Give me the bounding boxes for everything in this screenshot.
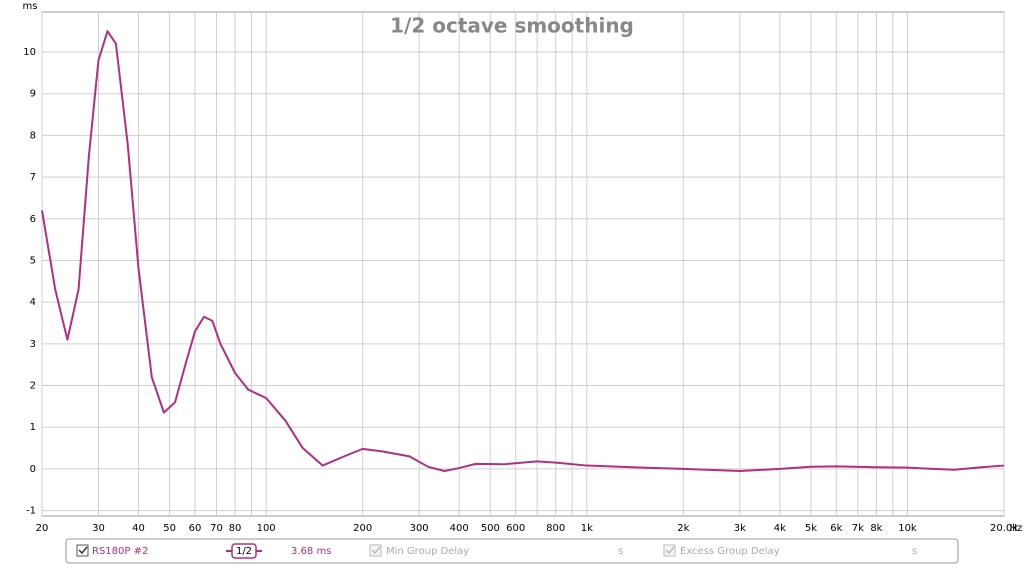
x-tick-label: 4k — [774, 523, 786, 534]
legend-entry[interactable]: RS180P #2 — [92, 546, 148, 557]
x-tick-label: 40 — [132, 523, 145, 534]
x-tick-label: 10k — [898, 523, 917, 534]
unit: s — [912, 546, 917, 557]
plot-frame — [41, 11, 1005, 517]
y-tick-label: 10 — [23, 47, 36, 58]
smoothing-label: 1/2 — [236, 546, 252, 557]
lines — [41, 30, 1005, 472]
x-tick-label: 5k — [805, 523, 817, 534]
y-tick-label: 8 — [30, 130, 36, 141]
x-tick-label: 60 — [189, 523, 202, 534]
x-tick-label: 2k — [677, 523, 689, 534]
legend-entry[interactable]: Excess Group Delay — [680, 546, 780, 557]
y-tick-label: 2 — [30, 381, 36, 392]
checkbox[interactable] — [663, 544, 676, 557]
check — [78, 546, 88, 555]
smoothing-box[interactable] — [231, 543, 257, 559]
y-tick-label: 9 — [30, 89, 36, 100]
x-tick-label: 400 — [450, 523, 469, 534]
chart-title: 1/2 octave smoothing — [390, 14, 634, 38]
value-readout: 3.68 ms — [291, 546, 331, 557]
x-tick-label: 80 — [229, 523, 242, 534]
checkbox[interactable] — [369, 544, 382, 557]
y-tick-label: 7 — [30, 172, 36, 183]
check — [371, 546, 381, 555]
x-tick-label: 30 — [92, 523, 105, 534]
check — [665, 546, 675, 555]
legend-entry[interactable]: Min Group Delay — [386, 546, 469, 557]
x-tick-label: 200 — [353, 523, 372, 534]
unit: s — [618, 546, 623, 557]
legend-bar — [65, 538, 959, 564]
x-tick-label: 3k — [734, 523, 746, 534]
grid — [41, 12, 1005, 516]
x-tick-label: 6k — [830, 523, 842, 534]
x-tick-label: 7k — [852, 523, 864, 534]
y-tick-label: 3 — [30, 339, 36, 350]
checkbox[interactable] — [76, 544, 89, 557]
y-tick-label: -1 — [26, 506, 36, 517]
x-tick-label: 1k — [581, 523, 593, 534]
x-tick-label: 100 — [257, 523, 276, 534]
x-tick-label: 70 — [210, 523, 223, 534]
x-tick-label: 800 — [546, 523, 565, 534]
x-tick-label: 20.0k — [990, 523, 1018, 534]
x-tick-label: 300 — [410, 523, 429, 534]
x-tick-label: 600 — [506, 523, 525, 534]
y-tick-label: 6 — [30, 214, 36, 225]
x-axis-label: Hz — [1010, 523, 1023, 534]
y-tick-label: 1 — [30, 422, 36, 433]
y-tick-label: 4 — [30, 297, 36, 308]
y-tick-label: 5 — [30, 255, 36, 266]
x-tick-label: 20 — [36, 523, 49, 534]
x-tick-label: 500 — [481, 523, 500, 534]
x-tick-label: 8k — [870, 523, 882, 534]
x-tick-label: 50 — [163, 523, 176, 534]
y-tick-label: 0 — [30, 464, 36, 475]
y-axis-label: ms — [23, 1, 38, 12]
data-line — [41, 30, 1005, 472]
